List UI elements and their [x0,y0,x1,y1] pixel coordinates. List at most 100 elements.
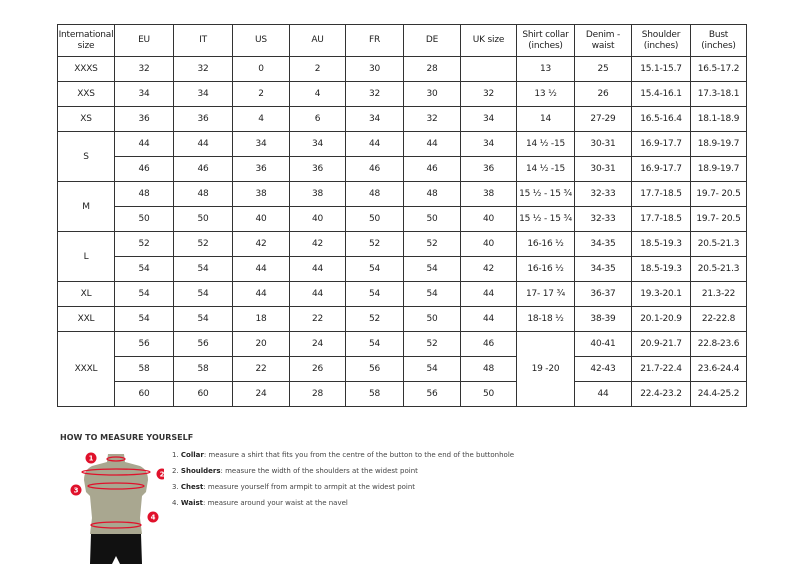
table-cell: 15.4-16.1 [631,81,691,107]
table-row: XXL 54 54 18 22 52 50 44 18-18 ½ 38-39 20.1-20.9 22… [57,306,747,332]
table-cell: 23.6-24.4 [690,356,747,382]
table-cell: 16.9-17.7 [631,156,691,182]
table-cell: 60 [114,381,174,407]
table-cell: 21.3-22 [690,281,747,307]
table-cell: 30 [345,56,404,82]
table-cell: 38 [289,181,346,207]
marker-2 [156,468,164,480]
table-cell: 18.1-18.9 [690,106,747,132]
column-header: DE [403,24,461,57]
table-cell: 14 [516,106,575,132]
table-cell: 24.4-25.2 [690,381,747,407]
table-cell: XS [57,106,115,132]
table-cell: 20.9-21.7 [631,331,691,357]
table-cell: 54 [345,331,404,357]
table-cell: 36-37 [574,281,632,307]
table-cell: 18 [232,306,290,332]
column-header: Denim - waist [574,24,632,57]
table-cell: 54 [114,306,174,332]
table-cell: 34-35 [574,256,632,282]
table-cell: 32-33 [574,181,632,207]
table-cell: 50 [114,206,174,232]
step-term: Collar [180,451,204,459]
table-cell: 52 [403,331,461,357]
table-cell: 16.9-17.7 [631,131,691,157]
table-cell: 15.1-15.7 [631,56,691,82]
table-cell: 34 [232,131,290,157]
marker-3 [70,484,82,496]
step-number: 2. [172,467,179,475]
table-cell: 50 [345,206,404,232]
table-row: L 52 52 42 42 52 52 40 16-16 ½ 34-35 18.5-19.3 20.5… [57,231,747,282]
table-cell: 18.9-19.7 [690,156,747,182]
table-cell: XXL [57,306,115,332]
table-cell: 24 [232,381,290,407]
table-cell: 54 [403,256,461,282]
table-cell: 4 [289,81,346,107]
table-cell: 16-16 ½ [516,256,575,282]
measurement-steps: 1. Collar: measure a shirt that fits you… [172,451,514,515]
table-cell: 58 [345,381,404,407]
table-cell: 14 ½ -15 [516,131,575,157]
table-cell [460,56,517,82]
table-cell: 42 [460,256,517,282]
table-cell: 34 [173,81,233,107]
table-cell: 46 [460,331,517,357]
step-number: 3. [172,483,179,491]
table-cell: 50 [173,206,233,232]
table-cell: 24 [289,331,346,357]
table-cell: S [57,131,115,182]
table-cell: 38-39 [574,306,632,332]
table-cell: 58 [114,356,174,382]
table-cell: 54 [173,256,233,282]
table-cell: 18-18 ½ [516,306,575,332]
step-text: : measure the width of the shoulders at … [220,467,418,475]
table-row: M 48 48 38 38 48 48 38 15 ½ - 15 ¾ 32-33 17.7-18.5… [57,181,747,232]
table-cell: 17.7-18.5 [631,181,691,207]
table-cell: 13 ½ [516,81,575,107]
step-chest: 3. Chest: measure yourself from armpit t… [172,483,514,499]
table-cell: 54 [114,256,174,282]
table-row: 46 46 36 36 46 46 36 14 ½ -15 30-31 16.9-17.7 18.9… [58,156,747,182]
table-cell: 25 [574,56,632,82]
step-number: 1. [172,451,179,459]
step-term: Chest [180,483,204,491]
table-cell: 54 [114,281,174,307]
table-cell: 36 [114,106,174,132]
table-cell: 42-43 [574,356,632,382]
table-cell: 4 [232,106,290,132]
table-cell: 48 [114,181,174,207]
table-cell: 15 ½ - 15 ¾ [516,206,575,232]
step-number: 4. [172,499,179,507]
table-row: 58 58 22 26 56 54 48 42-43 21.7-22.4 23.6-24.4 [58,356,747,382]
table-cell: 2 [289,56,346,82]
table-row: XXXS 32 32 0 2 30 28 13 25 15.1-15.7 16.5-17.2 [57,56,747,82]
table-cell: 17.7-18.5 [631,206,691,232]
marker-4-label: 4 [151,514,156,522]
table-cell: 44 [345,131,404,157]
table-cell: 26 [574,81,632,107]
table-cell: XXXS [57,56,115,82]
table-cell: XL [57,281,115,307]
header-row: International size EU IT US AU FR DE UK size Shi… [57,24,747,57]
table-cell: 44 [574,381,632,407]
table-cell: 20.5-21.3 [690,256,747,282]
table-cell: 56 [403,381,461,407]
table-cell: M [57,181,115,232]
marker-3-label: 3 [74,487,79,495]
table-cell: 54 [345,256,404,282]
marker-1 [85,452,97,464]
table-cell: 40 [232,206,290,232]
table-cell: 34 [460,106,517,132]
column-header: International size [57,24,115,57]
step-text: : measure a shirt that fits you from the… [203,451,515,459]
table-cell: 16.5-17.2 [690,56,747,82]
table-cell: 22-22.8 [690,306,747,332]
table-cell: 42 [232,231,290,257]
table-cell: 36 [232,156,290,182]
table-cell: 44 [289,256,346,282]
table-cell: 32-33 [574,206,632,232]
table-cell: 44 [289,281,346,307]
table-cell: 18.5-19.3 [631,231,691,257]
table-cell: 28 [289,381,346,407]
